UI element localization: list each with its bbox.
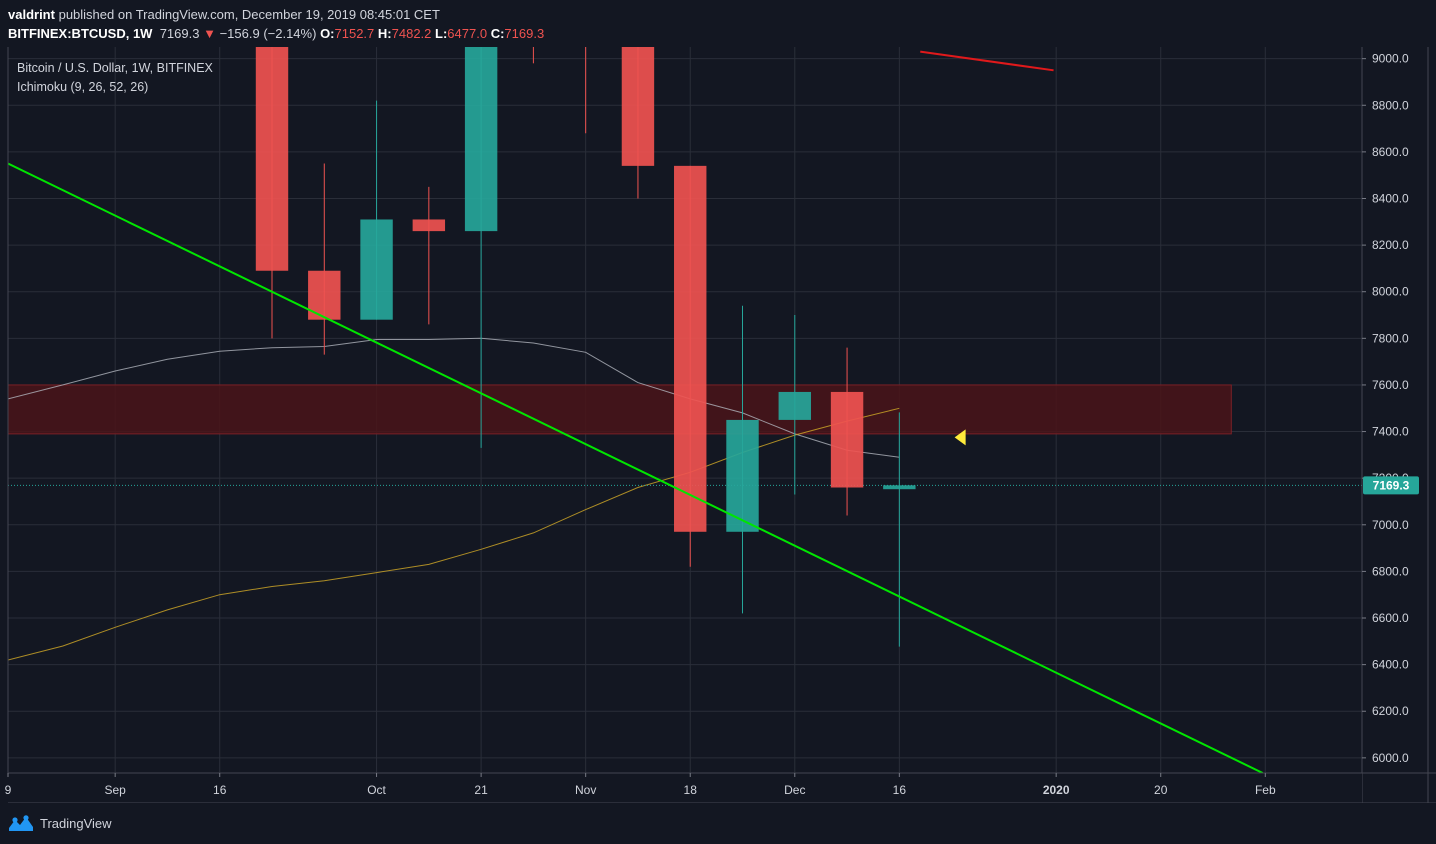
last-price-tag xyxy=(1363,476,1419,495)
candle xyxy=(360,100,393,320)
y-tick-label: 6400.0 xyxy=(1372,658,1409,672)
upper-red-line xyxy=(920,50,1054,72)
descending-trendline xyxy=(8,162,1264,773)
candle xyxy=(883,412,916,647)
publish-line: valdrint published on TradingView.com, D… xyxy=(8,7,440,22)
tradingview-brand: TradingView xyxy=(40,815,112,831)
y-tick-label: 8400.0 xyxy=(1372,191,1409,205)
candle xyxy=(674,165,707,567)
markers xyxy=(954,429,966,446)
x-tick-label: 20 xyxy=(1154,783,1168,797)
y-tick-label: 8600.0 xyxy=(1372,145,1409,159)
resistance-zone-rect xyxy=(7,384,1232,435)
candle xyxy=(830,347,864,516)
y-tick-label: 7400.0 xyxy=(1372,425,1409,439)
candle-body xyxy=(726,419,759,532)
x-tick-label: Feb xyxy=(1255,783,1276,797)
candle-body xyxy=(674,165,707,532)
candle xyxy=(255,47,289,339)
x-tick-label: Nov xyxy=(575,783,596,797)
change-arrow-icon: ▼ xyxy=(203,26,216,41)
indicator-legend: Ichimoku (9, 26, 52, 26) xyxy=(17,80,148,94)
candles xyxy=(255,47,916,647)
chart-title: Bitcoin / U.S. Dollar, 1W, BITFINEX xyxy=(17,61,214,75)
open-label: O: xyxy=(320,26,335,41)
tradingview-logo-icon xyxy=(9,815,33,831)
x-tick-label: Sep xyxy=(104,783,126,797)
y-tick-label: 8800.0 xyxy=(1372,98,1409,112)
low-label: L: xyxy=(435,26,448,41)
candle xyxy=(621,47,655,199)
last-price: 7169.3 xyxy=(159,26,200,41)
y-tick-label: 6000.0 xyxy=(1372,751,1409,765)
candle xyxy=(464,47,498,448)
tradingview-logo[interactable]: TradingView xyxy=(8,813,112,833)
close-value: 7169.3 xyxy=(504,26,545,41)
candle-body xyxy=(255,47,289,271)
price-change: −156.9 (−2.14%) xyxy=(219,26,317,41)
candle xyxy=(778,315,811,495)
y-tick-label: 8200.0 xyxy=(1372,238,1409,252)
y-tick-label: 7800.0 xyxy=(1372,331,1409,345)
candle-body xyxy=(778,391,811,420)
header: valdrint published on TradingView.com, D… xyxy=(0,0,1436,47)
footer xyxy=(0,803,1436,844)
symbol-label[interactable]: BITFINEX:BTCUSD, 1W xyxy=(8,26,153,41)
y-tick-label: 6600.0 xyxy=(1372,611,1409,625)
candle xyxy=(726,305,759,614)
candle-body xyxy=(360,219,393,320)
candle-body xyxy=(883,485,916,490)
candle-body xyxy=(621,47,655,166)
last-price-tag-label: 7169.3 xyxy=(1373,478,1410,492)
x-tick-label: 18 xyxy=(684,783,698,797)
x-tick-label: 2020 xyxy=(1043,783,1070,797)
trendlines xyxy=(8,50,1264,773)
x-tick-label: Oct xyxy=(367,783,386,797)
y-tick-label: 9000.0 xyxy=(1372,52,1409,66)
candle-body xyxy=(830,391,864,488)
high-value: 7482.2 xyxy=(391,26,432,41)
published-text: published on TradingView.com, December 1… xyxy=(58,7,440,22)
price-axis-panel xyxy=(1362,0,1436,803)
time-axis-panel xyxy=(0,773,1362,803)
x-tick-label: 21 xyxy=(474,783,488,797)
candle xyxy=(412,186,446,325)
y-tick-label: 8000.0 xyxy=(1372,285,1409,299)
y-tick-label: 7000.0 xyxy=(1372,518,1409,532)
close-label: C: xyxy=(490,26,505,41)
x-tick-label: 16 xyxy=(893,783,907,797)
y-tick-label: 6800.0 xyxy=(1372,564,1409,578)
open-value: 7152.7 xyxy=(334,26,375,41)
x-tick-label: Dec xyxy=(784,783,805,797)
y-tick-label: 7600.0 xyxy=(1372,378,1409,392)
publisher-name[interactable]: valdrint xyxy=(8,7,55,22)
ichimoku-base-line xyxy=(8,337,900,458)
x-tick-label: 9 xyxy=(5,783,12,797)
candle-body xyxy=(464,47,498,232)
quote-line: BITFINEX:BTCUSD, 1W 7169.3 ▼ −156.9 (−2.… xyxy=(8,26,544,41)
resistance-zone xyxy=(7,384,1232,435)
candle xyxy=(585,47,587,134)
arrow-marker-icon xyxy=(954,429,966,446)
x-tick-label: 16 xyxy=(213,783,227,797)
high-label: H: xyxy=(377,26,392,41)
candle-body xyxy=(412,219,446,232)
y-tick-label: 6200.0 xyxy=(1372,704,1409,718)
low-value: 6477.0 xyxy=(447,26,488,41)
